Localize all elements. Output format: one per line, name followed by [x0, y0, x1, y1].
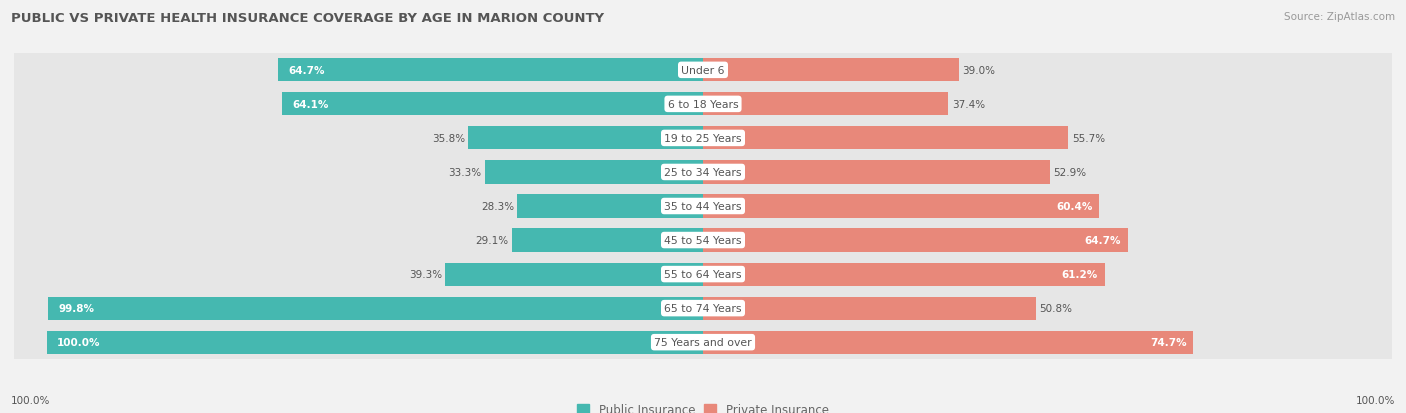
Text: Under 6: Under 6: [682, 66, 724, 76]
Text: 52.9%: 52.9%: [1053, 168, 1087, 178]
Text: Source: ZipAtlas.com: Source: ZipAtlas.com: [1284, 12, 1395, 22]
Bar: [703, 161, 1050, 184]
Bar: [14, 224, 1392, 257]
Bar: [283, 93, 703, 116]
Bar: [703, 297, 1036, 320]
Bar: [485, 161, 703, 184]
Bar: [14, 258, 1392, 291]
Text: 19 to 25 Years: 19 to 25 Years: [664, 133, 742, 144]
Text: 29.1%: 29.1%: [475, 235, 509, 245]
Bar: [14, 122, 1392, 155]
Text: 39.0%: 39.0%: [962, 66, 995, 76]
Text: 61.2%: 61.2%: [1062, 269, 1098, 280]
Text: 100.0%: 100.0%: [11, 395, 51, 405]
Bar: [703, 127, 1069, 150]
Text: PUBLIC VS PRIVATE HEALTH INSURANCE COVERAGE BY AGE IN MARION COUNTY: PUBLIC VS PRIVATE HEALTH INSURANCE COVER…: [11, 12, 605, 25]
Bar: [46, 331, 703, 354]
Text: 65 to 74 Years: 65 to 74 Years: [664, 304, 742, 313]
Text: 74.7%: 74.7%: [1150, 337, 1187, 347]
Text: 100.0%: 100.0%: [56, 337, 100, 347]
Text: 55 to 64 Years: 55 to 64 Years: [664, 269, 742, 280]
Text: 64.7%: 64.7%: [288, 66, 325, 76]
Text: 28.3%: 28.3%: [481, 202, 515, 211]
Bar: [703, 331, 1194, 354]
Bar: [14, 325, 1392, 359]
Bar: [14, 156, 1392, 189]
Legend: Public Insurance, Private Insurance: Public Insurance, Private Insurance: [572, 398, 834, 413]
Bar: [278, 59, 703, 82]
Text: 35 to 44 Years: 35 to 44 Years: [664, 202, 742, 211]
Text: 50.8%: 50.8%: [1039, 304, 1073, 313]
Bar: [703, 59, 959, 82]
Text: 60.4%: 60.4%: [1056, 202, 1092, 211]
Text: 55.7%: 55.7%: [1071, 133, 1105, 144]
Text: 39.3%: 39.3%: [409, 269, 441, 280]
Bar: [14, 88, 1392, 121]
Bar: [512, 229, 703, 252]
Bar: [14, 292, 1392, 325]
Text: 99.8%: 99.8%: [58, 304, 94, 313]
Bar: [703, 93, 949, 116]
Text: 64.1%: 64.1%: [292, 100, 329, 109]
Text: 35.8%: 35.8%: [432, 133, 465, 144]
Bar: [468, 127, 703, 150]
Text: 75 Years and over: 75 Years and over: [654, 337, 752, 347]
Bar: [703, 195, 1099, 218]
Text: 45 to 54 Years: 45 to 54 Years: [664, 235, 742, 245]
Bar: [517, 195, 703, 218]
Bar: [446, 263, 703, 286]
Bar: [14, 190, 1392, 223]
Text: 100.0%: 100.0%: [1355, 395, 1395, 405]
Text: 64.7%: 64.7%: [1084, 235, 1121, 245]
Bar: [14, 54, 1392, 88]
Bar: [703, 263, 1105, 286]
Bar: [48, 297, 703, 320]
Text: 6 to 18 Years: 6 to 18 Years: [668, 100, 738, 109]
Text: 33.3%: 33.3%: [449, 168, 481, 178]
Text: 37.4%: 37.4%: [952, 100, 984, 109]
Bar: [703, 229, 1128, 252]
Text: 25 to 34 Years: 25 to 34 Years: [664, 168, 742, 178]
